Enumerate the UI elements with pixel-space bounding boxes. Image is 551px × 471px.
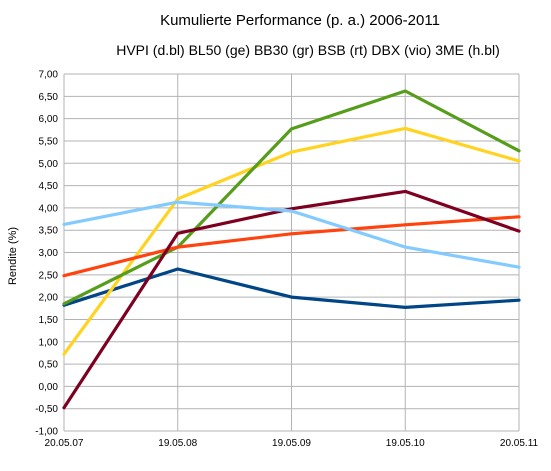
y-tick-label: 2,50 [39, 270, 59, 281]
y-tick-label: 5,00 [39, 159, 59, 170]
series-lines [62, 89, 521, 410]
series-line-6 [62, 200, 521, 269]
y-tick-label: -0,50 [35, 404, 58, 415]
y-tick-label: 4,50 [39, 181, 59, 192]
x-tick-label: 20.05.07 [45, 438, 84, 449]
y-axis-ticks: -1,00 -0,50 0,00 0,50 1,00 1,50 2,00 2,50 3,00 3,… [35, 70, 58, 438]
y-tick-label: 7,00 [39, 70, 59, 81]
y-tick-label: 1,00 [39, 337, 59, 348]
series-line-4 [62, 215, 521, 278]
series-line-1 [62, 267, 521, 309]
series-line-5 [62, 189, 521, 410]
y-axis-label: Rendite (%) [7, 227, 19, 285]
y-tick-label: 0,50 [39, 360, 59, 371]
x-tick-label: 19.05.08 [158, 438, 197, 449]
y-tick-label: 4,00 [39, 203, 59, 214]
y-tick-label: 6,50 [39, 92, 59, 103]
gridlines [63, 73, 520, 432]
x-tick-label: 20.05.11 [500, 438, 539, 449]
y-tick-label: 3,00 [39, 248, 59, 259]
x-axis-ticks: 20.05.07 19.05.08 19.05.09 19.05.10 20.05.11 [45, 438, 539, 449]
y-tick-label: 1,50 [39, 315, 59, 326]
y-tick-label: 3,50 [39, 226, 59, 237]
x-tick-label: 19.05.10 [386, 438, 425, 449]
y-tick-label: 2,00 [39, 293, 59, 304]
y-tick-label: 5,50 [39, 136, 59, 147]
chart-title: Kumulierte Performance (p. a.) 2006-2011 [160, 12, 440, 29]
y-tick-label: 0,00 [39, 382, 59, 393]
y-tick-label: -1,00 [35, 427, 58, 438]
series-line-3 [62, 89, 521, 306]
chart-subtitle: HVPI (d.bl) BL50 (ge) BB30 (gr) BSB (rt)… [116, 42, 500, 58]
y-tick-label: 6,00 [39, 114, 59, 125]
x-tick-label: 19.05.09 [272, 438, 311, 449]
series-line-2 [62, 126, 521, 356]
